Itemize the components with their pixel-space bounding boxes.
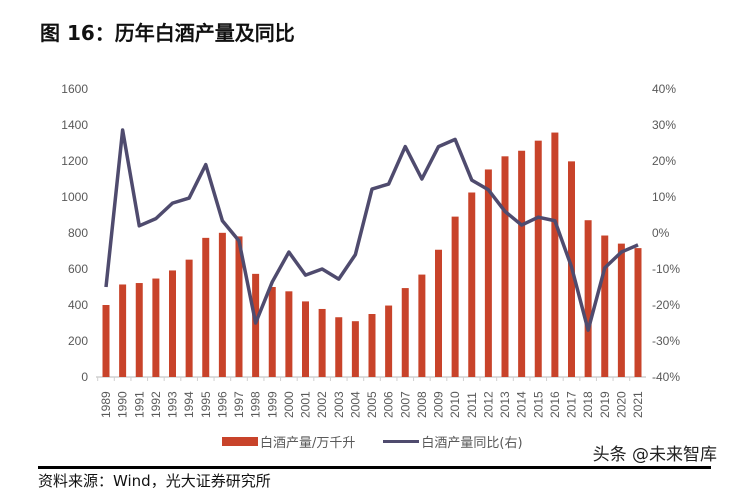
x-tick-label: 2000: [282, 391, 296, 418]
bar-2020: [618, 244, 625, 377]
x-tick-label: 2016: [548, 391, 562, 418]
x-tick-label: 2018: [581, 391, 595, 418]
bar-2018: [585, 220, 592, 377]
x-tick-label: 2021: [631, 391, 645, 418]
chart: 0 200 400 600 800 1000 1200 1400 1600 -40% -30% -20…: [0, 0, 735, 475]
y-left-tick-label: 1600: [61, 82, 88, 96]
bar-1998: [252, 274, 259, 377]
y-right-tick-label: -20%: [652, 298, 680, 312]
y-left-tick-label: 800: [68, 226, 88, 240]
x-tick-label: 2014: [515, 391, 529, 418]
x-tick-label: 2007: [398, 391, 412, 418]
x-tick-label: 2009: [432, 391, 446, 418]
x-tick-label: 1989: [99, 391, 113, 418]
y-right-tick-label: 20%: [652, 154, 676, 168]
x-tick-label: 2003: [332, 391, 346, 418]
x-tick-label: 1993: [166, 391, 180, 418]
bar-2019: [601, 236, 608, 377]
legend: 白酒产量/万千升 白酒产量同比(右): [222, 432, 523, 451]
x-tick-label: 2006: [382, 391, 396, 418]
x-tick-label: 1999: [265, 391, 279, 418]
bar-2006: [385, 306, 392, 377]
y-left-tick-label: 1400: [61, 118, 88, 132]
x-tick-label: 2015: [531, 391, 545, 418]
bar-2010: [452, 217, 459, 377]
x-tick-label: 2002: [315, 391, 329, 418]
y-right-tick-label: 40%: [652, 82, 676, 96]
bar-2013: [502, 156, 509, 377]
y-right-tick-label: 30%: [652, 118, 676, 132]
bar-2004: [352, 321, 359, 377]
y-right-tick-label: -10%: [652, 262, 680, 276]
watermark: 头条 @未来智库: [593, 440, 717, 465]
bar-2021: [635, 248, 642, 377]
y-left-tick-label: 0: [81, 370, 88, 384]
x-tick-label: 2001: [299, 391, 313, 418]
x-tick-label: 1997: [232, 391, 246, 418]
bar-1993: [169, 270, 176, 377]
x-tick-label: 1996: [215, 391, 229, 418]
legend-line-swatch: [383, 440, 419, 443]
x-tick-label: 2011: [465, 392, 479, 418]
legend-bar-swatch: [222, 437, 258, 446]
bar-1999: [269, 287, 276, 377]
bar-1996: [219, 233, 226, 377]
x-tick-label: 1994: [182, 391, 196, 418]
source-note: 资料来源：Wind，光大证券研究所: [38, 470, 271, 491]
x-tick-label: 1998: [249, 391, 263, 418]
bar-1989: [103, 305, 110, 377]
y-right-tick-label: 0%: [652, 226, 670, 240]
x-tick-label: 2005: [365, 391, 379, 418]
x-tick-label: 2010: [448, 391, 462, 418]
bar-2002: [319, 309, 326, 377]
bar-2015: [535, 141, 542, 377]
y-left-tick-label: 1200: [61, 154, 88, 168]
y-right-tick-label: 10%: [652, 190, 676, 204]
divider: [38, 466, 711, 469]
x-tick-label: 2017: [565, 391, 579, 418]
y-right-tick-label: -30%: [652, 334, 680, 348]
x-tick-label: 1995: [199, 391, 213, 418]
bar-2001: [302, 301, 309, 377]
bar-1994: [186, 260, 193, 377]
x-tick-label: 1992: [149, 391, 163, 418]
y-left-tick-label: 1000: [61, 190, 88, 204]
bar-2016: [551, 133, 558, 377]
x-tick-label: 2020: [614, 391, 628, 418]
bar-2014: [518, 151, 525, 377]
x-tick-label: 1991: [132, 391, 146, 418]
x-tick-label: 2004: [348, 391, 362, 418]
x-tick-label: 2012: [481, 391, 495, 418]
legend-line-label: 白酒产量同比(右): [421, 432, 522, 451]
bar-1992: [152, 279, 159, 377]
bar-2008: [418, 275, 425, 377]
bar-2005: [369, 314, 376, 377]
y-left-tick-label: 400: [68, 298, 88, 312]
bar-2003: [335, 317, 342, 377]
bar-2012: [485, 169, 492, 377]
y-right-tick-label: -40%: [652, 370, 680, 384]
y-left-tick-label: 200: [68, 334, 88, 348]
bar-2000: [285, 291, 292, 377]
bar-2011: [468, 193, 475, 378]
x-tick-label: 2008: [415, 391, 429, 418]
legend-bar-label: 白酒产量/万千升: [260, 432, 355, 451]
bar-1990: [119, 284, 126, 377]
y-left-tick-label: 600: [68, 262, 88, 276]
x-tick-label: 2013: [498, 391, 512, 418]
x-tick-label: 2019: [598, 391, 612, 418]
bar-1995: [202, 238, 209, 377]
bar-2007: [402, 288, 409, 377]
x-tick-label: 1990: [116, 391, 130, 418]
bar-1991: [136, 283, 143, 377]
bar-2009: [435, 250, 442, 377]
